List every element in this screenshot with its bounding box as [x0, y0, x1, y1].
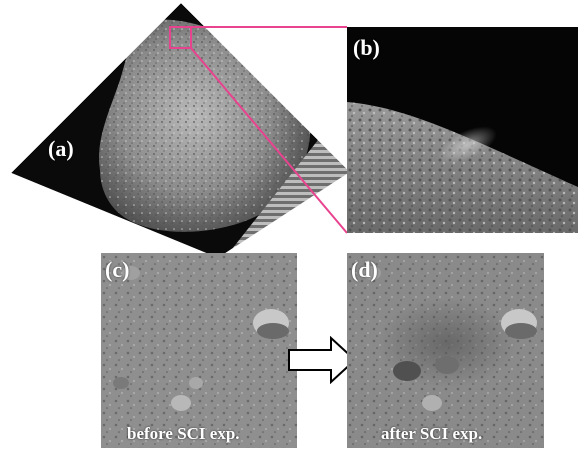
panel-c-label: (c) [105, 257, 130, 282]
zoom-box [169, 26, 192, 49]
panel-a: (a) [0, 0, 355, 260]
panel-a-label: (a) [48, 136, 74, 161]
panel-c: (c) before SCI exp. [101, 253, 297, 448]
surface-after-image [347, 253, 544, 448]
asteroid-overview-image [10, 2, 351, 259]
right-arrow-icon [288, 336, 357, 384]
panel-c-caption: before SCI exp. [127, 424, 240, 443]
ejecta-closeup-image [347, 27, 578, 233]
panel-d-label: (d) [351, 257, 378, 282]
surface-before-image [101, 253, 297, 448]
panel-d-caption: after SCI exp. [381, 424, 483, 443]
panel-b-label: (b) [353, 35, 380, 60]
panel-d: (d) after SCI exp. [347, 253, 544, 448]
panel-b: (b) [347, 27, 578, 233]
